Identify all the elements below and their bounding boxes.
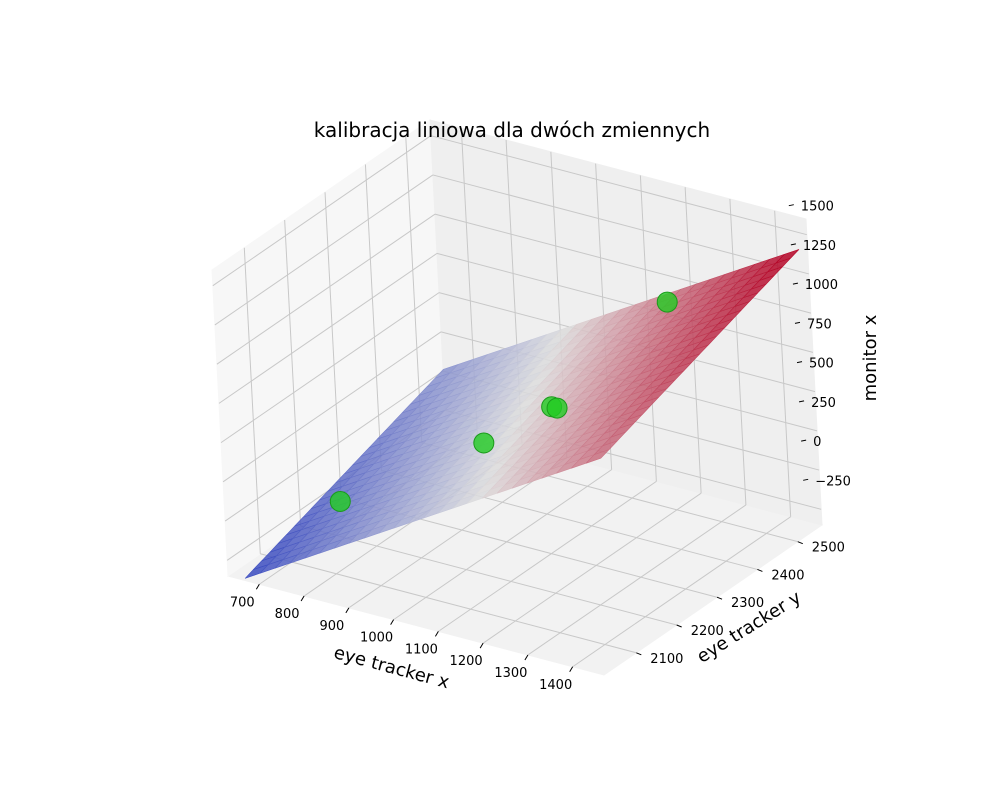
tick-mark (803, 478, 809, 481)
z-grid-left (224, 370, 444, 522)
z-tick-label: 250 (811, 396, 836, 411)
y-grid-floor (260, 553, 637, 654)
x-tick-label: 1300 (494, 666, 527, 681)
z-grid-back (430, 135, 807, 236)
z-grid-left (222, 331, 442, 483)
tick-mark (794, 321, 801, 324)
tick-mark (300, 595, 305, 602)
data-point (473, 432, 495, 454)
z-tick-label: 500 (809, 357, 834, 372)
axis-ticks: 700 800 900 1000 1100 1200 1300 1400 2100 2200 230… (230, 200, 851, 693)
x-grid-floor (348, 457, 568, 609)
tick-mark (636, 652, 642, 656)
tick-mark (524, 654, 529, 661)
data-point (656, 291, 678, 313)
x-tick-label: 1400 (539, 678, 572, 693)
z-grid-left (212, 135, 432, 287)
x-grid-floor (438, 480, 657, 632)
y-tick-label: 2100 (650, 652, 683, 667)
x-grid-floor (572, 516, 791, 668)
y-grid-floor (300, 525, 677, 626)
z-grid-left (220, 292, 440, 444)
x-grid-floor (393, 469, 612, 621)
z-tick-label: 0 (813, 435, 821, 450)
scatter-points (329, 291, 678, 512)
x-grid-wall (729, 198, 747, 505)
x-tick-label: 1200 (450, 654, 483, 669)
x-tick-label: 800 (275, 607, 300, 622)
tick-mark (801, 439, 807, 442)
x-tick-label: 1000 (360, 631, 393, 646)
z-grid-left (218, 252, 438, 404)
tick-mark (797, 541, 803, 545)
y-grid-wall (324, 192, 342, 499)
chart-title: kalibracja liniowa dla dwóch zmiennych (314, 118, 710, 142)
data-point (329, 490, 351, 512)
x-grid-floor (482, 492, 702, 644)
y-tick-label: 2200 (691, 624, 724, 639)
y-tick-label: 2400 (771, 568, 804, 583)
z-grid-back (432, 174, 809, 275)
tick-mark (792, 282, 799, 285)
x-tick-label: 1100 (405, 642, 438, 657)
y-grid-wall (243, 247, 261, 554)
y-tick-label: 2300 (731, 596, 764, 611)
tick-mark (390, 619, 395, 625)
x-grid-floor (527, 504, 747, 656)
z-grid-left (214, 174, 434, 326)
x-tick-label: 700 (230, 595, 255, 610)
y-tick-label: 2500 (812, 541, 845, 556)
z-grid-back (436, 252, 814, 353)
tick-mark (788, 204, 794, 207)
tick-mark (569, 666, 574, 673)
tick-mark (255, 583, 260, 590)
tick-mark (479, 642, 484, 649)
z-axis-label: monitor x (860, 314, 881, 401)
tick-mark (434, 631, 439, 637)
fitted-plane-surface (244, 249, 800, 579)
tick-mark (790, 243, 796, 246)
tick-mark (345, 607, 350, 614)
y-grid-wall (364, 164, 382, 471)
z-tick-label: 750 (807, 317, 832, 332)
y-grid-wall (405, 136, 423, 443)
z-tick-label: 1500 (801, 200, 834, 215)
z-tick-label: −250 (815, 474, 851, 489)
tick-mark (796, 361, 803, 364)
tick-mark (716, 596, 723, 600)
z-tick-label: 1000 (805, 278, 838, 293)
tick-mark (798, 400, 805, 403)
tick-mark (757, 568, 763, 572)
z-tick-label: 1250 (803, 239, 836, 254)
tick-mark (676, 624, 682, 628)
y-grid-wall (284, 219, 302, 527)
z-grid-left (216, 213, 436, 365)
surface-patch (585, 449, 610, 464)
data-point (546, 397, 568, 419)
x-tick-label: 900 (319, 619, 344, 634)
